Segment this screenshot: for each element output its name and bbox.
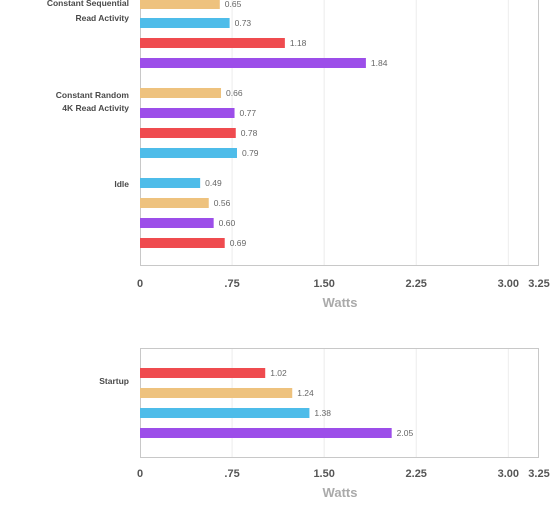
x-tick-label: 2.25 (406, 468, 427, 480)
x-tick-label: 3.00 (498, 278, 519, 290)
x-axis-title: Watts (323, 485, 358, 500)
bar-value-label: 0.79 (242, 148, 259, 158)
bar-value-label: 0.65 (225, 0, 242, 9)
category-label: Constant Sequential (47, 0, 129, 8)
x-tick-label: 2.25 (406, 278, 427, 290)
bar-value-label: 1.24 (297, 388, 314, 398)
bar (140, 18, 230, 28)
bar-value-label: 0.69 (230, 238, 247, 248)
bar (140, 88, 222, 98)
bar (140, 198, 209, 208)
bar (140, 108, 235, 118)
x-tick-label: 3.00 (498, 468, 519, 480)
bar-value-label: 0.66 (226, 88, 243, 98)
bar-value-label: 0.73 (235, 18, 252, 28)
category-label: Idle (114, 179, 129, 189)
category-label: Constant Random (56, 90, 130, 100)
category-label: Read Activity (75, 13, 129, 23)
x-tick-label: 3.25 (528, 278, 549, 290)
bar (140, 178, 201, 188)
bar (140, 38, 285, 48)
x-tick-label: 1.50 (313, 468, 334, 480)
bar (140, 0, 220, 9)
x-tick-label: .75 (224, 468, 239, 480)
x-tick-label: 0 (137, 278, 143, 290)
bar-value-label: 1.84 (371, 58, 388, 68)
bar (140, 388, 293, 398)
chart-1: Constant Sequential Read Activity 0.65 0.73… (47, 0, 550, 310)
bar (140, 238, 225, 248)
bar-value-label: 0.49 (205, 178, 222, 188)
x-tick-label: 1.50 (313, 278, 334, 290)
bar-value-label: 0.77 (240, 108, 257, 118)
bar-value-label: 1.02 (270, 368, 287, 378)
plot-frame (140, 348, 539, 458)
bar (140, 58, 366, 68)
x-tick-label: 3.25 (528, 468, 549, 480)
x-axis-title: Watts (323, 295, 358, 310)
bar (140, 368, 266, 378)
bar (140, 408, 310, 418)
x-tick-label: 0 (137, 468, 143, 480)
chart-2: Startup 1.02 1.241.38 2.05 0 .75 1.50 2.25 3.00 3… (99, 348, 550, 500)
bar (140, 428, 392, 438)
bar-value-label: 1.18 (290, 38, 307, 48)
category-label: Startup (99, 376, 129, 386)
bar-value-label: 0.60 (219, 218, 236, 228)
bar (140, 148, 237, 158)
category-label: 4K Read Activity (62, 103, 129, 113)
bar-value-label: 1.38 (314, 408, 331, 418)
bar-value-label: 2.05 (397, 428, 414, 438)
bar-value-label: 0.78 (241, 128, 258, 138)
bar (140, 128, 236, 138)
x-tick-label: .75 (224, 278, 239, 290)
bar (140, 218, 214, 228)
bar-value-label: 0.56 (214, 198, 231, 208)
